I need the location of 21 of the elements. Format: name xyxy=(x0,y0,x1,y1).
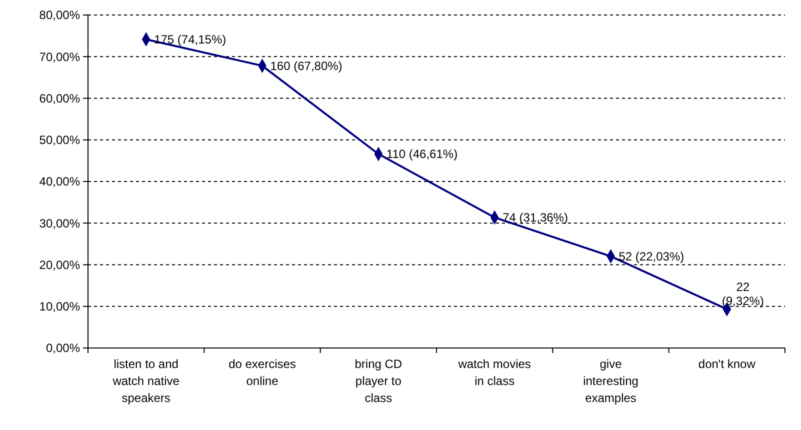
data-label: 74 (31,36%) xyxy=(502,210,568,224)
x-tick-label: bring CD player to class xyxy=(354,357,402,405)
x-tick-label: give interesting examples xyxy=(583,357,638,405)
x-tick-label: watch movies in class xyxy=(457,357,531,388)
x-tick-label: do exercises online xyxy=(228,357,296,388)
y-tick-label: 0,00% xyxy=(46,341,80,356)
y-tick-label: 40,00% xyxy=(39,174,80,189)
y-tick-label: 10,00% xyxy=(39,300,80,314)
y-tick-label: 80,00% xyxy=(39,8,80,22)
x-tick-label: listen to and watch native speakers xyxy=(112,357,180,405)
data-label: 52 (22,03%) xyxy=(618,249,684,264)
data-label: 110 (46,61%) xyxy=(386,146,458,161)
y-tick-label: 50,00% xyxy=(39,133,80,148)
data-label: 160 (67,80%) xyxy=(270,58,342,73)
data-label: 22 (9,32%) xyxy=(722,280,764,308)
y-tick-label: 30,00% xyxy=(39,216,80,230)
y-tick-label: 60,00% xyxy=(39,91,80,106)
y-tick-label: 70,00% xyxy=(39,50,80,64)
y-tick-label: 20,00% xyxy=(39,258,80,272)
data-label: 175 (74,15%) xyxy=(154,32,226,46)
x-tick-label: don't know xyxy=(698,357,756,371)
